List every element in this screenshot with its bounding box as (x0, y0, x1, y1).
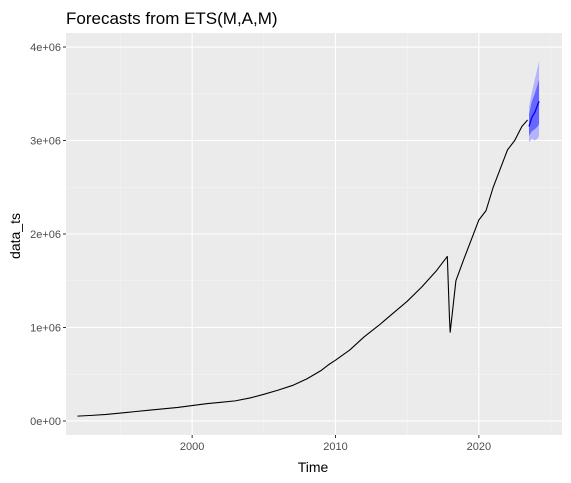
y-tick-label: 1e+06 (30, 322, 61, 334)
y-axis-title: data_ts (7, 213, 23, 259)
forecast-band-80 (529, 79, 540, 136)
forecast-mean-line (528, 101, 540, 127)
y-tick-label: 0e+00 (30, 416, 61, 428)
x-tick-label: 2020 (467, 441, 491, 453)
y-tick-label: 2e+06 (30, 229, 61, 241)
series-line (77, 119, 529, 417)
plot-panel (66, 33, 562, 435)
x-tick-label: 2010 (323, 441, 347, 453)
x-tick-label: 2000 (180, 441, 204, 453)
x-axis-title: Time (298, 459, 329, 475)
chart-title: Forecasts from ETS(M,A,M) (66, 9, 278, 28)
y-tick-label: 3e+06 (30, 136, 61, 148)
y-tick-label: 4e+06 (30, 42, 61, 54)
